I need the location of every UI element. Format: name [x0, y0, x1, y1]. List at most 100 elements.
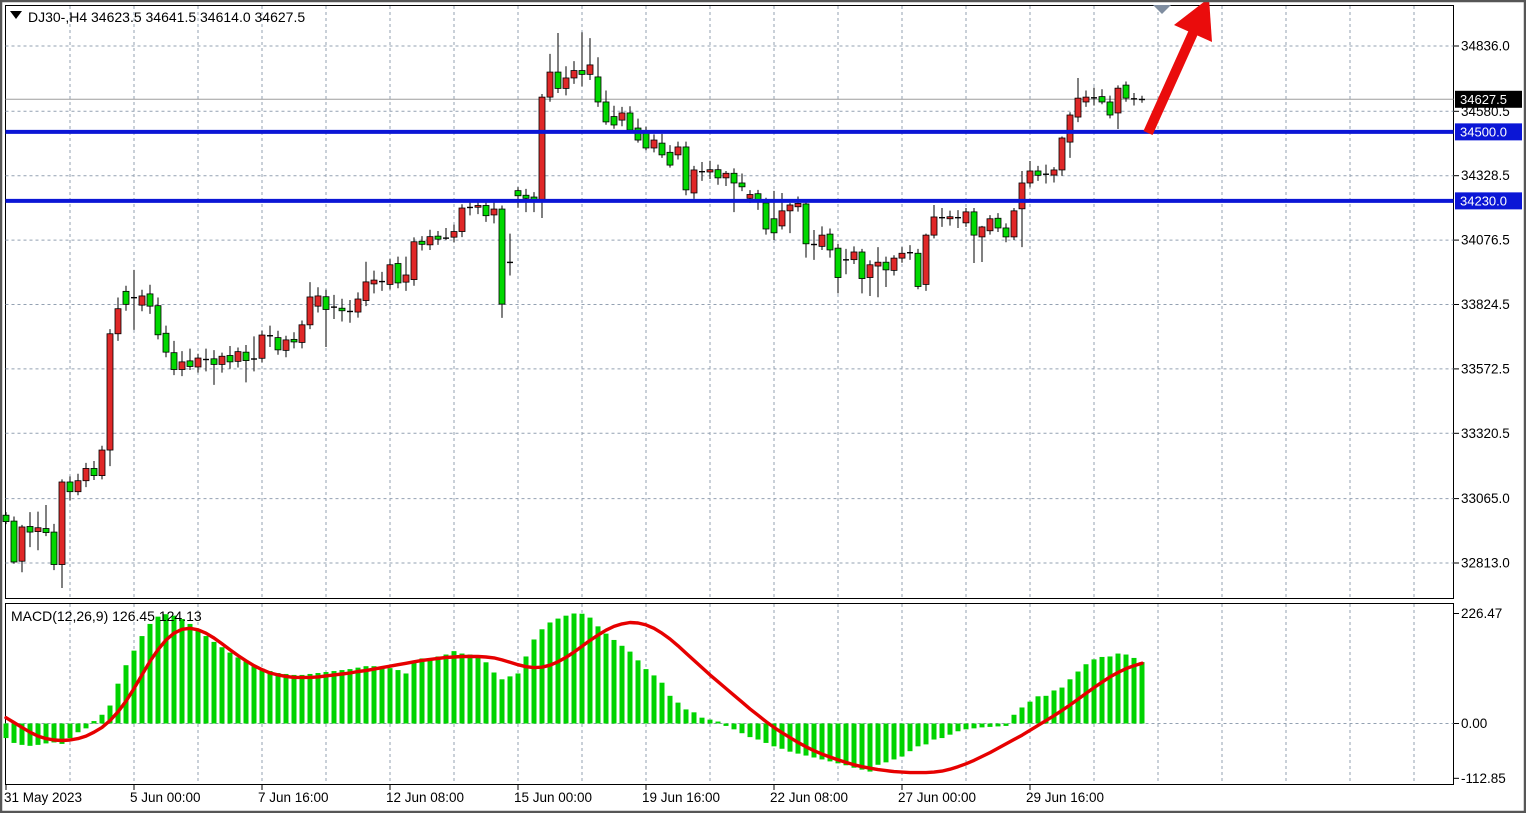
candle: [2, 512, 10, 525]
candle: [1114, 85, 1122, 130]
candle: [1010, 208, 1018, 240]
candle: [674, 141, 682, 160]
macd-axis-label: 226.47: [1461, 606, 1502, 621]
candle: [234, 347, 242, 368]
candle: [114, 297, 122, 341]
price-axis-label: 33572.5: [1461, 361, 1510, 376]
candle: [298, 320, 306, 349]
current-price-badge: 34627.5: [1460, 92, 1507, 107]
candle: [1139, 95, 1145, 103]
candle: [730, 168, 738, 213]
candle: [258, 330, 266, 363]
candle: [450, 224, 458, 243]
candle: [978, 225, 986, 262]
candle: [306, 282, 314, 330]
candle: [714, 164, 722, 185]
candle: [866, 260, 874, 296]
candle: [154, 297, 162, 340]
time-axis-label: 19 Jun 16:00: [642, 790, 720, 805]
time-axis-label: 22 Jun 08:00: [770, 790, 848, 805]
candle: [682, 141, 690, 196]
candle: [379, 271, 385, 291]
candle: [994, 213, 1002, 233]
candle: [203, 348, 209, 372]
candle: [843, 248, 849, 275]
candle: [554, 32, 562, 94]
candle: [1122, 81, 1130, 102]
candle: [882, 256, 890, 287]
price-axis-label: 34836.0: [1461, 39, 1510, 54]
candle: [26, 512, 34, 548]
candle: [986, 215, 994, 235]
candle: [347, 300, 353, 323]
candle: [826, 228, 834, 258]
candle: [386, 259, 394, 290]
candlestick-series: [2, 32, 1145, 589]
candle: [690, 165, 698, 199]
candle: [331, 294, 337, 319]
trend-up-arrow[interactable]: [1143, 0, 1212, 136]
candle: [802, 199, 810, 258]
candle: [482, 200, 490, 222]
candle: [818, 226, 826, 250]
candle: [226, 346, 234, 369]
candle: [586, 38, 594, 80]
macd-axis-label: -112.85: [1461, 771, 1506, 786]
price-axis-label: 32813.0: [1461, 556, 1510, 571]
candle: [138, 289, 146, 312]
candle: [786, 202, 794, 234]
candle: [738, 173, 746, 192]
candle: [699, 162, 705, 181]
candle: [618, 106, 626, 127]
time-axis-label: 5 Jun 00:00: [130, 790, 201, 805]
candle: [186, 348, 194, 371]
trend-arrow-head-icon: [1174, 0, 1212, 42]
candle: [82, 462, 90, 488]
candle: [131, 269, 137, 330]
candle: [498, 205, 506, 318]
candle: [610, 105, 618, 129]
candle: [402, 256, 410, 291]
candle: [850, 246, 858, 264]
candle: [218, 352, 226, 373]
candle: [34, 511, 42, 551]
candle: [955, 210, 961, 228]
symbol-dropdown-icon[interactable]: [10, 11, 22, 19]
price-axis-label: 33065.0: [1461, 491, 1510, 506]
candle: [251, 336, 257, 372]
price-axis: 34836.034580.534328.534076.533824.533572…: [1453, 39, 1510, 571]
main-chart-pane: [5, 5, 1454, 599]
candle: [1018, 170, 1026, 248]
price-axis-label: 34076.5: [1461, 233, 1510, 248]
candle: [666, 145, 674, 168]
candle: [146, 284, 154, 314]
candle: [914, 248, 922, 290]
candle: [1043, 164, 1049, 184]
candle: [811, 230, 817, 260]
time-axis: 31 May 2023 5 Jun 00:00 7 Jun 16:00 12 Jun …: [4, 785, 1104, 805]
candle: [1106, 95, 1114, 119]
candle: [946, 210, 954, 226]
candle: [1066, 112, 1074, 158]
candle: [418, 236, 426, 251]
time-axis-label: 15 Jun 00:00: [514, 790, 592, 805]
level-price-badge: 34500.0: [1460, 124, 1507, 139]
candle: [10, 516, 18, 564]
candle: [106, 329, 114, 467]
support-resistance-lines[interactable]: [5, 129, 1454, 203]
candle: [410, 237, 418, 286]
candle: [962, 208, 970, 227]
candle: [338, 298, 346, 322]
candle: [490, 201, 498, 224]
time-axis-label: 7 Jun 16:00: [258, 790, 329, 805]
candle: [1050, 167, 1058, 183]
candle: [50, 523, 58, 571]
candle: [1098, 89, 1106, 105]
candle: [122, 285, 130, 311]
time-axis-label: 31 May 2023: [4, 790, 82, 805]
candle: [898, 247, 906, 263]
candle: [426, 229, 434, 250]
candle: [274, 330, 282, 355]
candle: [267, 325, 273, 348]
